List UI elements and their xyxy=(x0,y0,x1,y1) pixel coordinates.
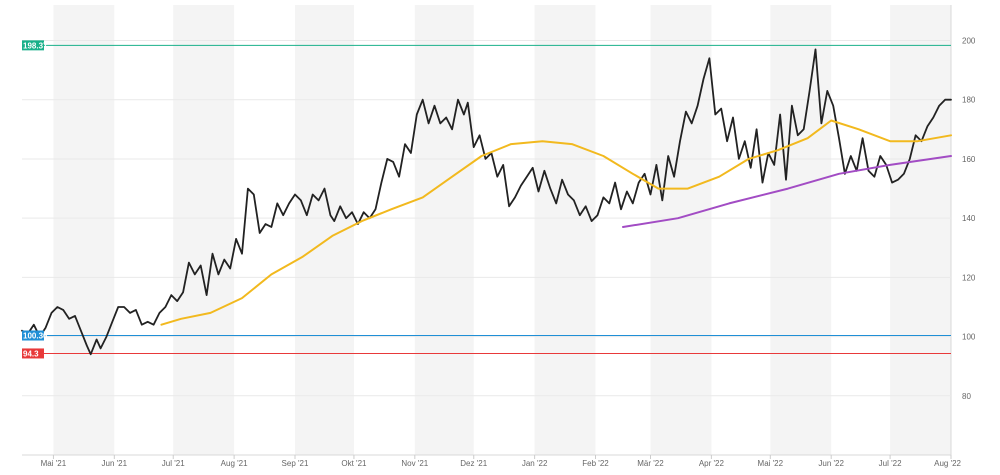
long-moving-average-line xyxy=(622,155,952,228)
x-tick-label: Nov '21 xyxy=(401,459,428,468)
series-lines xyxy=(21,48,952,356)
month-band xyxy=(650,5,712,455)
y-tick-label: 180 xyxy=(962,96,976,105)
moving-average-line xyxy=(160,119,952,326)
month-band xyxy=(534,5,596,455)
reference-lines xyxy=(22,44,951,354)
x-tick-label: Sep '21 xyxy=(282,459,309,468)
x-tick-label: Mai '21 xyxy=(41,459,67,468)
price-line xyxy=(21,48,952,356)
month-band xyxy=(173,5,235,455)
reference-label-box xyxy=(22,348,44,359)
reference-label: 94.3 xyxy=(23,349,39,358)
y-tick-label: 100 xyxy=(962,333,976,342)
x-tick-label: Feb '22 xyxy=(582,459,609,468)
month-band xyxy=(890,5,951,455)
x-tick-label: Mär '22 xyxy=(637,459,664,468)
x-tick-label: Jul '22 xyxy=(879,459,902,468)
month-band xyxy=(414,5,474,455)
month-bands xyxy=(53,5,951,455)
x-tick-label: Mai '22 xyxy=(758,459,784,468)
x-tick-label: Jun '21 xyxy=(102,459,128,468)
x-tick-label: Aug '22 xyxy=(934,459,961,468)
y-tick-label: 160 xyxy=(962,155,976,164)
reference-label-box xyxy=(22,330,44,341)
month-band xyxy=(53,5,115,455)
reference-labels: 198.37 100.36 94.3 xyxy=(22,40,48,359)
y-axis: 80 100 120 140 160 180 200 xyxy=(962,37,976,401)
x-tick-label: Apr '22 xyxy=(699,459,725,468)
reference-label-box xyxy=(22,40,44,51)
x-tick-label: Jul '21 xyxy=(162,459,185,468)
y-tick-label: 80 xyxy=(962,392,971,401)
x-tick-label: Dez '21 xyxy=(460,459,487,468)
reference-label: 100.36 xyxy=(23,332,48,341)
month-band xyxy=(770,5,832,455)
x-tick-label: Jun '22 xyxy=(818,459,844,468)
x-tick-label: Okt '21 xyxy=(341,459,367,468)
reference-label: 198.37 xyxy=(23,41,48,50)
x-tick-label: Jan '22 xyxy=(522,459,548,468)
gridlines xyxy=(22,5,952,456)
y-tick-label: 140 xyxy=(962,214,976,223)
y-tick-label: 120 xyxy=(962,273,976,282)
x-tick-label: Aug '21 xyxy=(221,459,248,468)
x-axis: Mai '21 Jun '21 Jul '21 Aug '21 Sep '21 Okt '… xyxy=(41,455,962,468)
y-tick-label: 200 xyxy=(962,37,976,46)
